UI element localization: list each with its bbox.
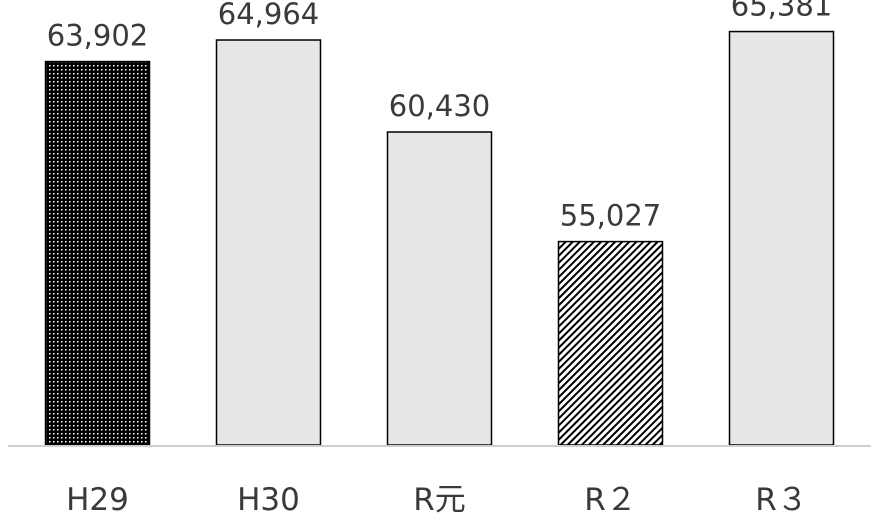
value-label-3: 55,027 [560, 199, 661, 233]
value-label-1: 64,964 [218, 0, 319, 31]
value-label-4: 65,381 [731, 0, 832, 23]
bar-1 [215, 39, 322, 446]
bar-0 [44, 60, 151, 446]
x-tick-label-0: H29 [66, 482, 129, 518]
value-label-2: 60,430 [389, 89, 490, 123]
x-tick-label-3: R２ [584, 482, 637, 518]
x-tick-label-1: H30 [237, 482, 300, 518]
bar-4 [728, 30, 835, 446]
value-labels-group: 63,902 64,964 60,430 55,027 65,381 [47, 0, 832, 233]
value-label-0: 63,902 [47, 19, 148, 53]
bar-3 [557, 240, 664, 446]
bars-group [44, 30, 835, 446]
bar-2 [386, 131, 493, 446]
x-tick-label-4: R３ [755, 482, 808, 518]
x-tick-labels-group: H29 H30 R元 R２ R３ [66, 482, 808, 518]
x-tick-label-2: R元 [413, 482, 466, 518]
